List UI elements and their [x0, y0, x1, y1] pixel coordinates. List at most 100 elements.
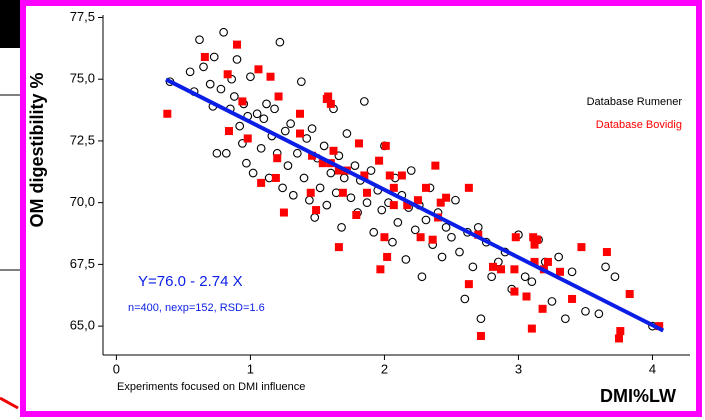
point: [417, 272, 427, 282]
point: [256, 143, 266, 153]
point: [235, 121, 245, 131]
point: [238, 97, 247, 106]
point: [403, 201, 412, 210]
x-axis-label: DMI%LW: [600, 386, 676, 406]
point: [246, 72, 255, 82]
point: [334, 151, 344, 161]
point: [421, 215, 431, 225]
point: [389, 201, 398, 210]
point: [329, 146, 338, 155]
point: [413, 196, 422, 205]
point: [338, 188, 347, 197]
point: [229, 92, 239, 101]
point: [442, 193, 451, 202]
point: [547, 297, 557, 306]
point: [568, 294, 577, 303]
point: [428, 235, 437, 244]
point: [538, 304, 547, 313]
point: [221, 148, 231, 158]
point: [455, 247, 464, 257]
point: [288, 190, 298, 200]
point: [421, 183, 430, 192]
point: [359, 97, 369, 106]
point: [296, 109, 305, 118]
point: [209, 52, 219, 62]
point: [529, 233, 538, 242]
point: [350, 161, 360, 170]
point: [254, 65, 263, 74]
point: [354, 139, 363, 148]
point: [614, 334, 623, 343]
y-tick-label: 75,0: [70, 71, 95, 86]
point: [376, 265, 385, 274]
point: [416, 233, 425, 242]
point: [410, 225, 420, 235]
point: [464, 183, 473, 192]
point: [292, 148, 302, 158]
x-tick-label: 1: [247, 361, 254, 376]
point: [299, 173, 309, 183]
point: [401, 255, 411, 264]
frame: [20, 0, 702, 417]
side-block: [0, 0, 20, 48]
point: [522, 292, 531, 301]
point: [441, 222, 451, 232]
point: [385, 171, 394, 180]
point: [610, 272, 620, 282]
point: [436, 198, 445, 207]
point: [275, 37, 285, 47]
point: [616, 327, 625, 336]
point: [200, 52, 209, 61]
y-tick-label: 77,5: [70, 9, 95, 24]
point: [510, 265, 519, 274]
point: [530, 240, 539, 249]
side-arrow: [0, 396, 19, 410]
point: [322, 200, 332, 210]
point: [577, 243, 586, 252]
point: [278, 183, 287, 193]
point: [273, 154, 282, 163]
point: [280, 126, 290, 136]
point: [195, 35, 204, 45]
stats: n=400, nexp=152, RSD=1.6: [128, 302, 265, 314]
point: [437, 252, 447, 262]
point: [312, 206, 321, 215]
point: [252, 109, 262, 119]
y-tick-label: 72,5: [70, 132, 95, 147]
point: [227, 74, 237, 84]
fit-line: [165, 77, 665, 333]
point: [360, 171, 369, 180]
point: [342, 129, 352, 138]
point: [567, 267, 577, 277]
point: [369, 227, 379, 237]
point: [447, 232, 456, 242]
point: [223, 70, 232, 79]
point: [602, 248, 611, 257]
point: [363, 188, 372, 197]
legend-label: Database Bovidig: [596, 119, 682, 131]
y-tick-label: 67,5: [70, 256, 95, 271]
point: [460, 294, 470, 304]
point: [219, 27, 228, 37]
point: [476, 314, 486, 324]
point: [224, 127, 233, 136]
point: [520, 272, 530, 282]
y-tick-label: 65,0: [70, 318, 95, 333]
point: [488, 262, 497, 271]
point: [259, 114, 269, 124]
point: [334, 243, 343, 252]
x-tick-label: 3: [515, 361, 522, 376]
point: [296, 129, 305, 138]
point: [362, 198, 372, 208]
point: [381, 141, 390, 150]
point: [556, 267, 565, 276]
point: [397, 171, 406, 180]
point: [334, 166, 343, 175]
point: [533, 235, 542, 244]
point: [337, 222, 346, 232]
point: [326, 168, 336, 178]
point: [318, 159, 327, 168]
point: [476, 331, 485, 340]
